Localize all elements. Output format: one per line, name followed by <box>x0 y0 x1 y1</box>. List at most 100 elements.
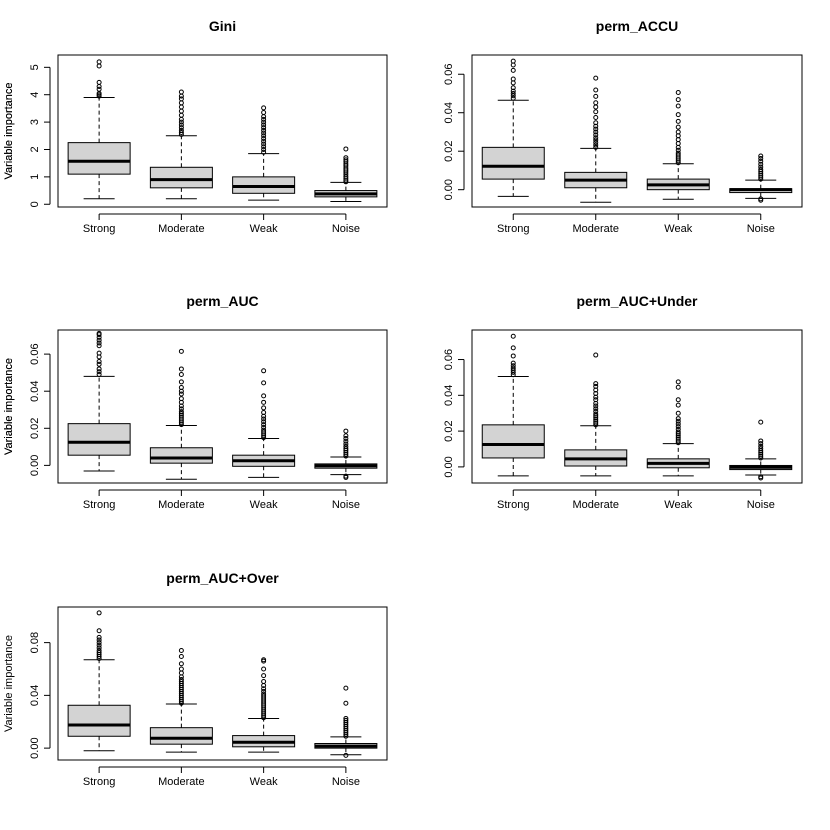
chart-panel: perm_AUC+Under Variable importance 0.00 0.0… <box>3 293 803 511</box>
x-tick-label: Weak <box>250 223 278 235</box>
outlier-point <box>261 393 267 399</box>
x-tick-label: Moderate <box>158 499 204 511</box>
outlier-point <box>593 352 599 358</box>
box-strong <box>67 330 131 472</box>
outlier-point <box>178 100 184 106</box>
y-tick-label: 5 <box>29 64 41 70</box>
outlier-point <box>96 369 102 375</box>
y-axis-label: Variable importance <box>3 82 15 179</box>
y-tick-label: 3 <box>29 119 41 125</box>
outlier-point <box>675 129 681 135</box>
outlier-point <box>178 410 184 416</box>
box-strong <box>67 610 131 752</box>
outlier-point <box>178 104 184 110</box>
outlier-point <box>178 89 184 95</box>
iqr-box <box>67 142 131 175</box>
outlier-point <box>675 397 681 403</box>
outlier-point <box>510 345 516 351</box>
outlier-point <box>593 126 599 132</box>
outlier-point <box>593 109 599 115</box>
x-tick-label: Moderate <box>573 223 619 235</box>
y-tick-label: 0 <box>29 201 41 207</box>
outlier-point <box>178 127 184 133</box>
outlier-point <box>593 129 599 135</box>
iqr-box <box>67 704 131 737</box>
outlier-point <box>178 406 184 412</box>
chart-title: perm_ACCU <box>596 18 678 34</box>
outlier-point <box>510 93 516 99</box>
outlier-point <box>758 443 764 449</box>
box-strong <box>481 333 545 477</box>
outlier-point <box>261 127 267 133</box>
outlier-point <box>96 359 102 365</box>
outlier-point <box>758 158 764 164</box>
outlier-point <box>593 137 599 143</box>
x-tick-label: Strong <box>497 223 529 235</box>
outlier-point <box>593 383 599 389</box>
outlier-point <box>675 384 681 390</box>
outlier-point <box>261 688 267 694</box>
outlier-point <box>96 366 102 372</box>
outlier-point <box>758 419 764 425</box>
box-moderate <box>149 89 213 200</box>
outlier-point <box>675 112 681 118</box>
y-axis-label: Variable importance <box>3 635 15 732</box>
outlier-point <box>178 379 184 385</box>
outlier-point <box>96 637 102 643</box>
outlier-point <box>343 146 349 152</box>
outlier-point <box>675 418 681 424</box>
y-tick-label: 0.02 <box>29 418 41 439</box>
outlier-point <box>261 673 267 679</box>
outlier-point <box>758 164 764 170</box>
iqr-box <box>149 447 213 464</box>
x-tick-label: Strong <box>497 499 529 511</box>
outlier-point <box>261 427 267 433</box>
outlier-point <box>96 350 102 356</box>
x-tick-label: Moderate <box>573 499 619 511</box>
plot-frame <box>57 54 388 208</box>
box-strong <box>67 59 131 200</box>
outlier-point <box>593 120 599 126</box>
y-tick-label: 2 <box>29 146 41 152</box>
outlier-point <box>675 379 681 385</box>
y-axis-label: Variable importance <box>3 358 15 455</box>
outlier-point <box>96 361 102 367</box>
outlier-point <box>261 116 267 122</box>
outlier-point <box>178 372 184 378</box>
outlier-point <box>675 410 681 416</box>
outlier-point <box>261 405 267 411</box>
outlier-point <box>593 411 599 417</box>
outlier-point <box>593 403 599 409</box>
outlier-point <box>178 119 184 125</box>
outlier-point <box>593 87 599 93</box>
outlier-point <box>675 426 681 432</box>
outlier-point <box>343 685 349 691</box>
outlier-point <box>261 424 267 430</box>
outlier-point <box>510 76 516 82</box>
outlier-point <box>178 391 184 397</box>
outlier-point <box>593 123 599 129</box>
outlier-point <box>675 424 681 430</box>
outlier-point <box>593 408 599 414</box>
outlier-point <box>510 88 516 94</box>
outlier-point <box>593 100 599 106</box>
x-tick-label: Strong <box>83 223 115 235</box>
box-noise <box>729 153 793 203</box>
y-tick-label: 0.04 <box>29 685 41 706</box>
iqr-box <box>149 727 213 745</box>
box-weak <box>646 379 710 477</box>
outlier-point <box>510 365 516 371</box>
outlier-point <box>178 666 184 672</box>
outlier-point <box>178 677 184 683</box>
outlier-point <box>261 693 267 699</box>
outlier-point <box>343 441 349 447</box>
outlier-point <box>96 59 102 65</box>
chart-panel: perm_AUC Variable importance 0.00 0.02 0.04 0… <box>3 293 388 511</box>
iqr-box <box>481 146 545 180</box>
outlier-point <box>178 409 184 415</box>
chart-panel: perm_AUC+Over Variable importance 0.00 0.04… <box>3 570 388 788</box>
outlier-point <box>96 650 102 656</box>
outlier-point <box>261 149 267 155</box>
outlier-point <box>593 397 599 403</box>
outlier-point <box>178 112 184 118</box>
